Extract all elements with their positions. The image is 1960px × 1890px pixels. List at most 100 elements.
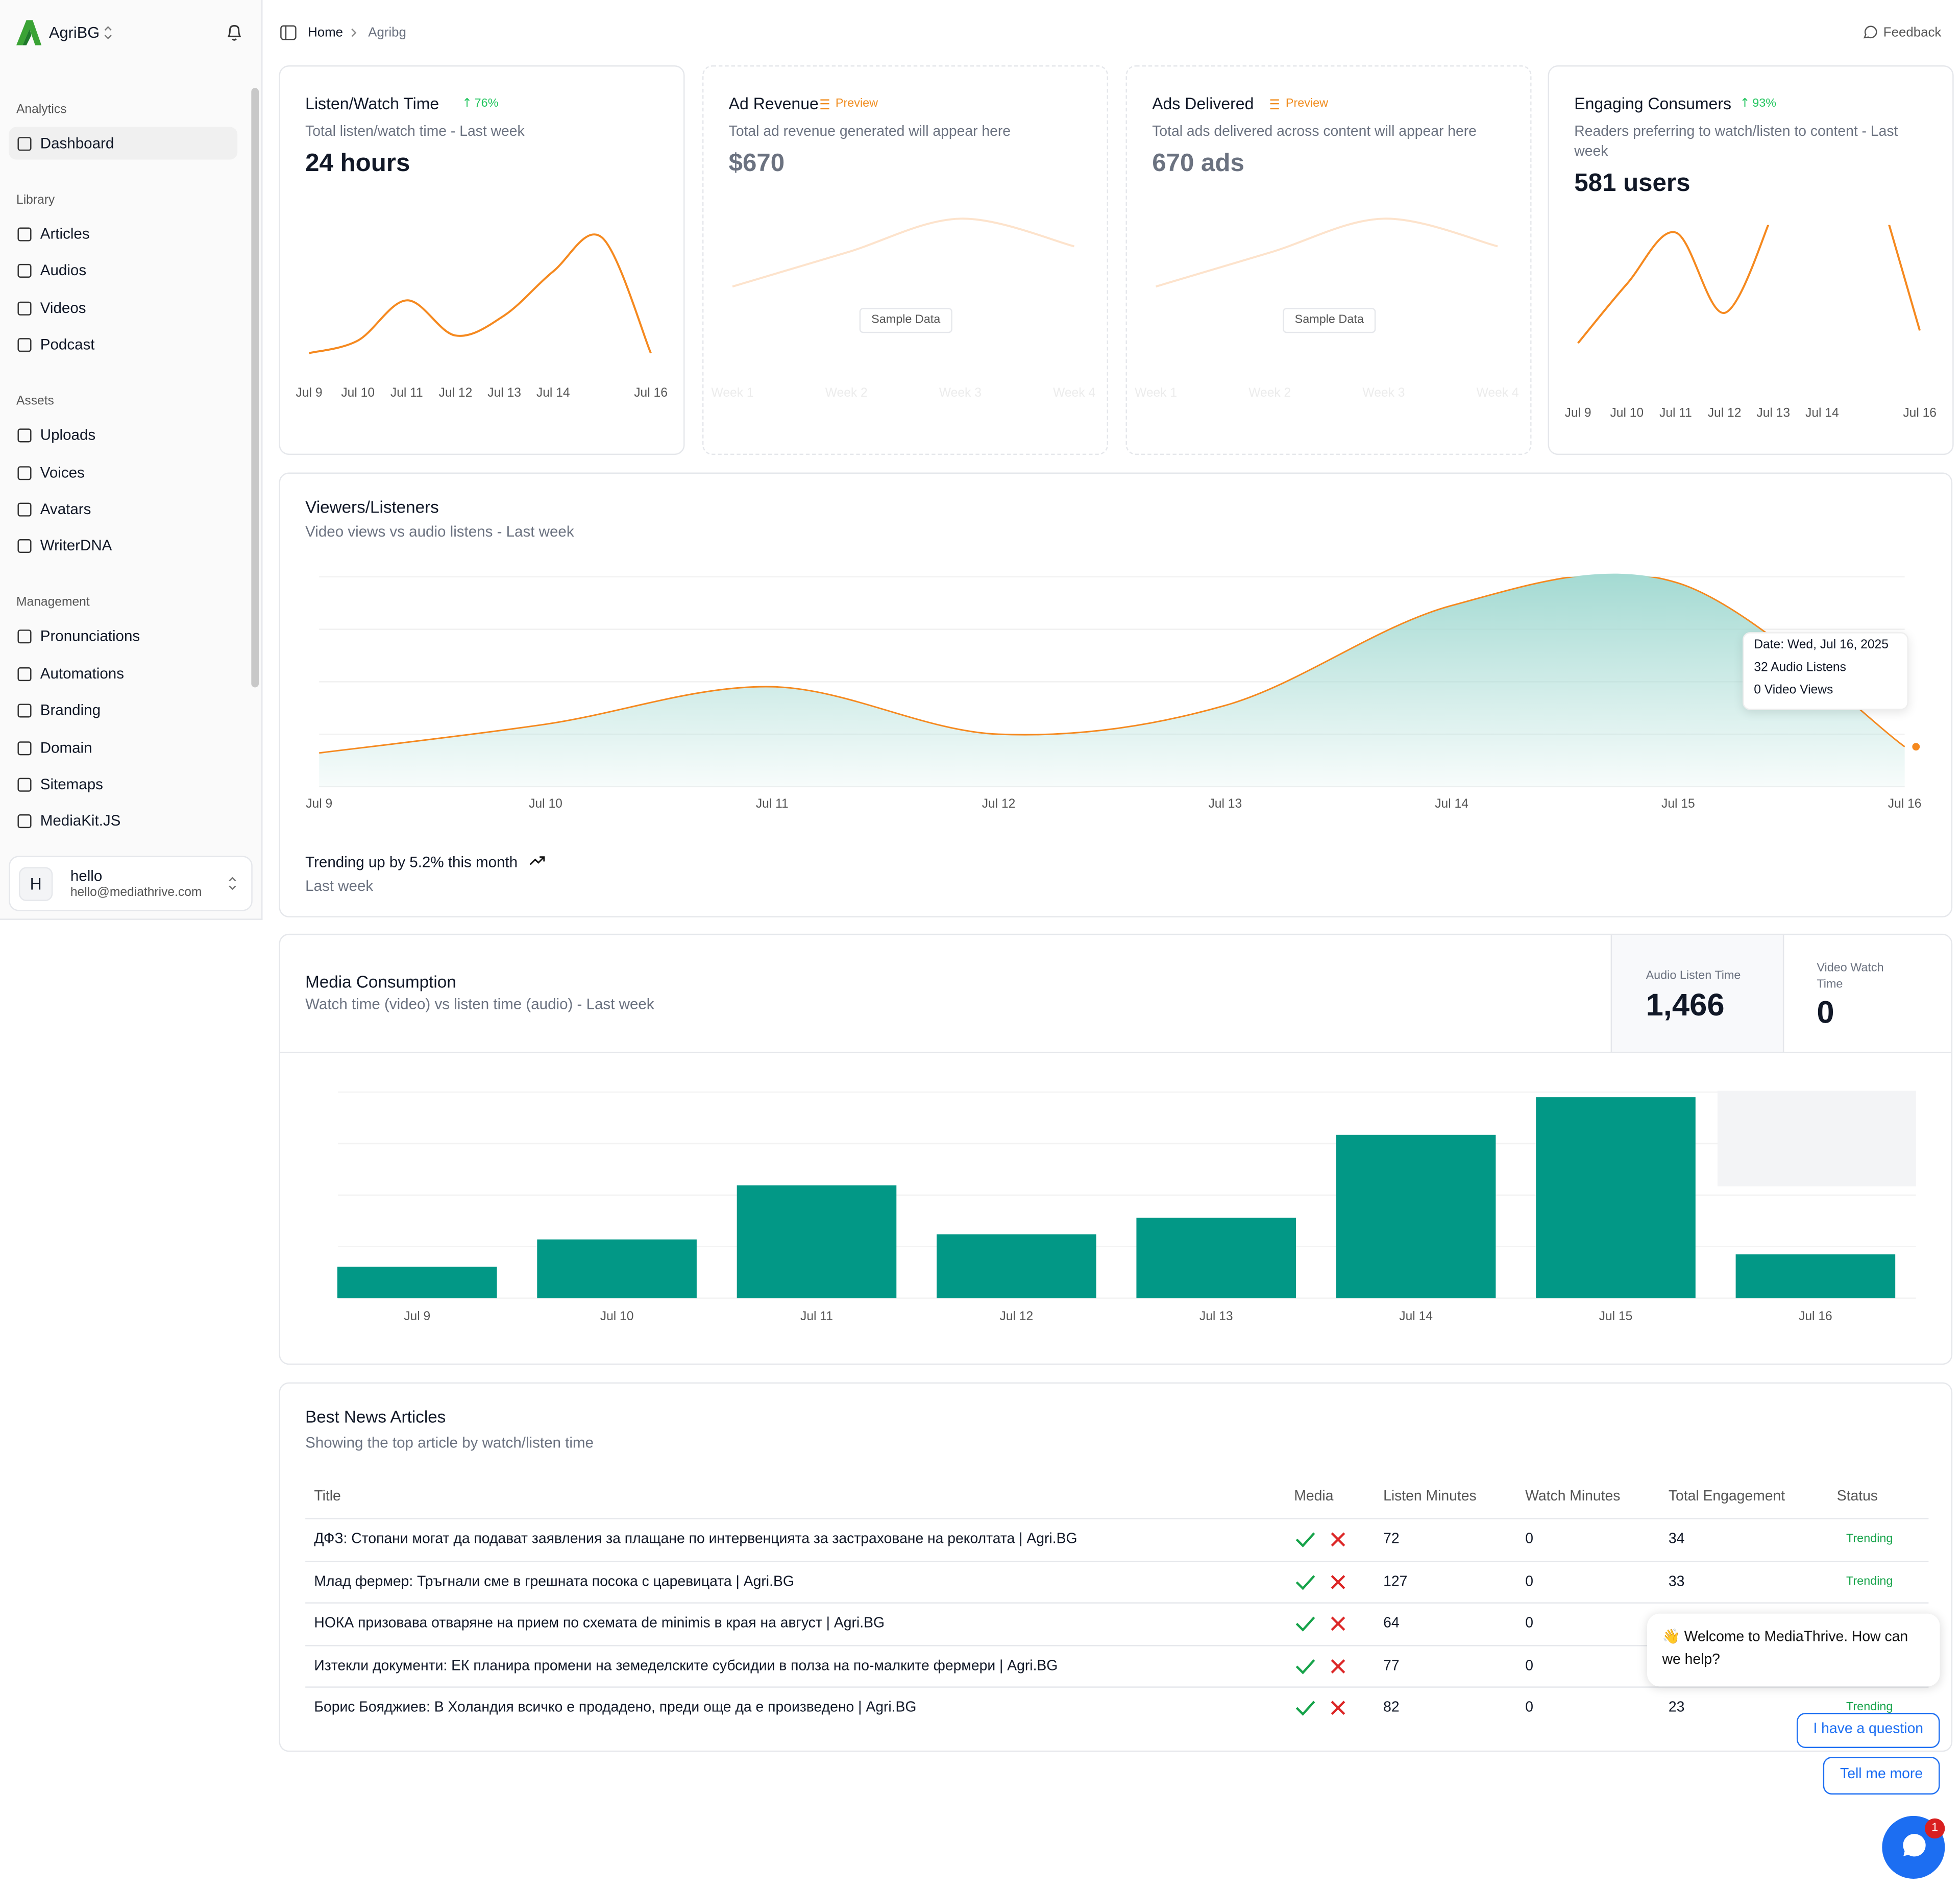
x-tick-label: Week 4 <box>1053 386 1095 400</box>
card-title: Viewers/Listeners <box>305 497 439 517</box>
x-tick-label: Week 3 <box>1362 386 1405 400</box>
x-tick-label: Jul 15 <box>1599 1310 1633 1323</box>
chat-button[interactable]: Tell me more <box>1823 1757 1940 1795</box>
x-tick-label: Jul 10 <box>341 386 375 400</box>
section-title: Assets <box>16 395 54 409</box>
bar <box>537 1239 697 1298</box>
nav-item[interactable]: Audios <box>40 261 87 280</box>
nav-item[interactable]: MediaKit.JS <box>40 812 121 830</box>
stat-value: 0 <box>1817 995 1834 1031</box>
nav-item[interactable]: Podcast <box>40 335 95 354</box>
sample-box <box>859 308 952 333</box>
stat-label: Video Watch Time <box>1817 961 1884 992</box>
card-title: Ad Revenue <box>728 94 819 113</box>
nav-icon <box>17 704 32 718</box>
separator <box>280 1052 1951 1053</box>
media-icons <box>1295 1532 1345 1547</box>
x-tick-label: Jul 14 <box>1805 406 1839 420</box>
x-tick-label: Jul 14 <box>1435 797 1468 811</box>
tooltip-line: Date: Wed, Jul 16, 2025 <box>1754 638 1889 652</box>
nav-item[interactable]: Sitemaps <box>40 775 103 793</box>
card-subtitle: Total ad revenue generated will appear h… <box>728 124 1011 140</box>
tooltip-line: 0 Video Views <box>1754 684 1833 698</box>
brand-logo <box>16 20 42 45</box>
column-header: Total Engagement <box>1668 1489 1785 1505</box>
bar <box>737 1185 897 1298</box>
row-line <box>305 1560 1929 1562</box>
preview-icon <box>1270 99 1280 110</box>
media-icons <box>1295 1574 1345 1590</box>
stat-box[interactable] <box>1610 935 1784 1052</box>
stat-box[interactable] <box>1782 935 1954 1052</box>
active-dot <box>1912 743 1920 750</box>
card-value: 670 ads <box>1152 149 1244 178</box>
card-subtitle: Watch time (video) vs listen time (audio… <box>305 995 654 1013</box>
x-tick-label: Week 2 <box>1248 386 1291 400</box>
active-item <box>9 127 238 160</box>
row-line <box>305 1687 1929 1688</box>
chat-message <box>1647 1613 1940 1687</box>
chevrons <box>104 26 112 39</box>
badge: Preview <box>1285 96 1329 111</box>
line <box>319 576 1905 754</box>
cell: 0 <box>1525 1616 1534 1632</box>
badge: 93% <box>1752 96 1777 111</box>
nav-item[interactable]: Uploads <box>40 426 96 444</box>
nav-icon <box>17 428 32 443</box>
x-tick-label: Week 2 <box>825 386 868 400</box>
cell: 64 <box>1383 1616 1400 1632</box>
x-tick-label: Jul 12 <box>982 797 1016 811</box>
column-header: Status <box>1836 1489 1878 1505</box>
media-card: Media Consumption Watch time (video) vs … <box>279 933 1954 1365</box>
stat-label: Audio Listen Time <box>1646 968 1741 983</box>
sample-label: Sample Data <box>871 312 941 327</box>
nav-item[interactable]: Dashboard <box>40 134 114 152</box>
nav-item[interactable]: Articles <box>40 225 90 243</box>
x-tick-label: Jul 10 <box>1610 406 1644 420</box>
stat-card: Jul 9 Jul 10 Jul 11 Jul 12 Jul 13 Jul 14 Jul 1… <box>279 65 685 455</box>
stat-card: Week 1 Week 2 Week 3 Week 4 Ads Delivered Pre… <box>1125 65 1532 455</box>
stat-card: Jul 9 Jul 10 Jul 11 Jul 12 Jul 13 Jul 14 Jul 1… <box>1548 65 1954 455</box>
bar <box>1536 1097 1696 1298</box>
card-title: Ads Delivered <box>1152 94 1254 113</box>
x-tick-label: Week 1 <box>1135 386 1177 400</box>
nav-item[interactable]: Automations <box>40 664 124 683</box>
breadcrumb-home[interactable]: Home <box>308 25 344 40</box>
nav-item[interactable]: Videos <box>40 299 86 317</box>
nav-item[interactable]: Avatars <box>40 500 91 518</box>
x-tick-label: Jul 9 <box>1565 406 1591 420</box>
nav-icon <box>17 630 32 644</box>
chart: Jul 9 Jul 10 Jul 11 Jul 12 Jul 13 Jul 14 Jul 1… <box>306 573 1921 811</box>
x-tick-label: Jul 16 <box>1799 1310 1832 1323</box>
x-tick-label: Jul 14 <box>1399 1310 1433 1323</box>
line <box>732 217 1075 288</box>
x-tick-label: Jul 10 <box>529 797 562 811</box>
nav-icon <box>17 137 32 151</box>
nav-item[interactable]: Domain <box>40 738 92 756</box>
column-header: Media <box>1294 1489 1334 1505</box>
nav-item[interactable]: WriterDNA <box>40 537 112 555</box>
card-title: Best News Articles <box>305 1407 446 1426</box>
x-tick-label: Jul 12 <box>1000 1310 1034 1323</box>
area <box>319 573 1905 787</box>
bar <box>937 1234 1096 1298</box>
chart: Jul 9 Jul 10 Jul 11 Jul 12 Jul 13 Jul 14 Jul 1… <box>296 233 668 400</box>
tooltip <box>1743 632 1909 710</box>
badge: Preview <box>835 96 878 111</box>
nav-item[interactable]: Voices <box>40 463 85 481</box>
articles-card: Best News Articles Showing the top artic… <box>279 1382 1953 1752</box>
article-title: Борис Бояджиев: В Холандия всичко е прод… <box>314 1700 917 1715</box>
sidebar-toggle[interactable] <box>280 25 297 40</box>
x-tick-label: Jul 11 <box>756 797 789 811</box>
cell: 82 <box>1383 1700 1400 1715</box>
feedback[interactable]: Feedback <box>1883 25 1942 40</box>
cell: 0 <box>1525 1574 1534 1589</box>
trend-text: Trending up by 5.2% this month <box>305 853 518 871</box>
preview-icon-line <box>820 103 829 105</box>
nav-item[interactable]: Pronunciations <box>40 627 140 645</box>
x-tick-label: Jul 9 <box>404 1310 430 1323</box>
bar <box>1336 1134 1496 1298</box>
bell-icon[interactable] <box>226 24 242 41</box>
chat-button[interactable]: I have a question <box>1796 1713 1940 1748</box>
nav-item[interactable]: Branding <box>40 701 101 719</box>
